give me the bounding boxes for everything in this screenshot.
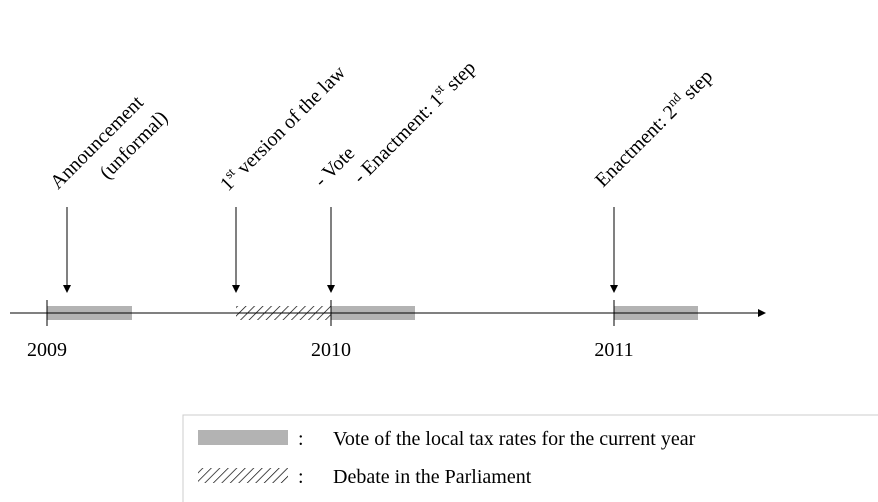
event-text: Enactment: 2nd step (589, 63, 717, 191)
event-text: - Vote (310, 142, 359, 191)
year-label: 2009 (27, 339, 67, 361)
legend-border (182, 414, 878, 502)
legend-swatch-debate (198, 468, 288, 483)
legend: : Vote of the local tax rates for the cur… (182, 414, 878, 502)
event-text: - Enactment: 1st step (347, 55, 480, 188)
legend-separator: : (298, 428, 304, 450)
event-arrows (63, 207, 618, 293)
event-label: Announcement(unformal) (46, 91, 172, 193)
event-text-part: - Enactment: 1 (349, 89, 448, 188)
year-label: 2010 (311, 339, 351, 361)
event-label: Enactment: 2nd step (589, 63, 717, 191)
legend-label: Debate in the Parliament (333, 466, 532, 488)
legend-separator: : (298, 466, 304, 488)
event-text-part: Enactment: 2 (591, 101, 682, 192)
event-text-part: - Vote (310, 142, 359, 191)
legend-swatch-vote (198, 430, 288, 445)
year-ticks (46, 300, 615, 326)
year-label: 2011 (594, 339, 633, 361)
legend-label: Vote of the local tax rates for the curr… (333, 428, 696, 450)
